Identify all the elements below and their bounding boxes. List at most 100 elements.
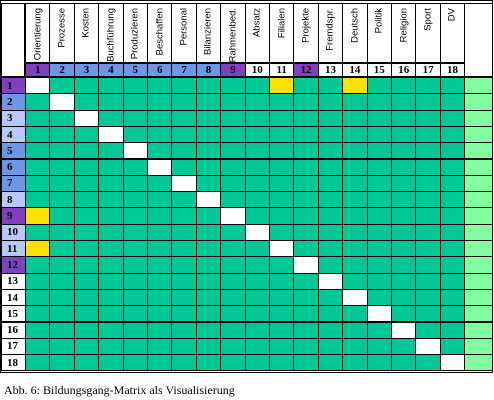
matrix-cell xyxy=(391,256,417,274)
column-header-11: Filialen xyxy=(269,3,295,63)
matrix-cell xyxy=(342,272,368,290)
matrix-cell xyxy=(317,207,344,225)
column-header-label: Personal xyxy=(178,8,190,46)
matrix-cell xyxy=(293,207,319,225)
matrix-cell xyxy=(122,109,148,127)
matrix-cell xyxy=(342,288,368,307)
matrix-cell xyxy=(147,191,173,209)
matrix-cell xyxy=(293,174,319,193)
column-header-12: Projekte xyxy=(293,3,319,63)
extra-column-cell xyxy=(464,223,493,241)
matrix-cell xyxy=(171,142,197,160)
matrix-cell xyxy=(244,337,270,356)
matrix-cell xyxy=(122,142,148,160)
matrix-cell xyxy=(195,223,222,241)
matrix-cell xyxy=(391,272,417,290)
matrix-cell xyxy=(147,125,173,144)
matrix-cell xyxy=(317,142,344,160)
matrix-cell xyxy=(415,207,441,225)
matrix-cell xyxy=(98,125,124,144)
matrix-cell xyxy=(25,158,51,176)
matrix-cell xyxy=(317,174,344,193)
matrix-cell xyxy=(342,256,368,274)
matrix-cell xyxy=(147,158,173,176)
column-number-2: 2 xyxy=(49,63,75,77)
matrix-cell xyxy=(220,191,246,209)
matrix-cell xyxy=(269,191,295,209)
matrix-cell xyxy=(220,256,246,274)
matrix-cell xyxy=(366,354,392,372)
matrix-cell xyxy=(391,337,417,356)
matrix-cell xyxy=(73,109,100,127)
matrix-cell xyxy=(171,93,197,111)
matrix-cell xyxy=(244,77,270,95)
matrix-cell xyxy=(317,223,344,241)
matrix-cell xyxy=(171,223,197,241)
matrix-cell xyxy=(415,191,441,209)
matrix-cell xyxy=(317,321,344,339)
matrix-cell xyxy=(317,305,344,323)
matrix-cell xyxy=(195,174,222,193)
matrix-cell xyxy=(439,142,466,160)
column-number-5: 5 xyxy=(122,63,148,77)
row-number-15: 15 xyxy=(1,305,26,323)
matrix-cell xyxy=(220,142,246,160)
matrix-cell xyxy=(366,223,392,241)
matrix-cell xyxy=(73,272,100,290)
matrix-cell xyxy=(49,77,75,95)
matrix-cell xyxy=(366,337,392,356)
extra-column-cell xyxy=(464,321,493,339)
matrix-cell xyxy=(171,256,197,274)
matrix-cell xyxy=(25,288,51,307)
matrix-cell xyxy=(171,207,197,225)
matrix-cell xyxy=(317,77,344,95)
matrix-cell xyxy=(293,240,319,258)
matrix-cell xyxy=(244,288,270,307)
matrix-cell xyxy=(342,354,368,372)
column-number-12: 12 xyxy=(293,63,319,77)
column-number-10: 10 xyxy=(244,63,270,77)
matrix-cell xyxy=(317,337,344,356)
matrix-cell xyxy=(73,191,100,209)
matrix-cell xyxy=(366,158,392,176)
extra-column-cell xyxy=(464,191,493,209)
matrix-cell xyxy=(391,142,417,160)
matrix-cell xyxy=(195,77,222,95)
matrix-cell xyxy=(244,354,270,372)
matrix-cell xyxy=(220,174,246,193)
matrix-cell xyxy=(73,223,100,241)
matrix-cell xyxy=(25,77,51,95)
matrix-cell xyxy=(49,354,75,372)
matrix-cell xyxy=(171,354,197,372)
matrix-cell xyxy=(171,321,197,339)
matrix-cell xyxy=(415,240,441,258)
matrix-cell xyxy=(415,256,441,274)
matrix-cell xyxy=(366,191,392,209)
extra-column-cell xyxy=(464,77,493,95)
matrix-cell xyxy=(220,109,246,127)
matrix-cell xyxy=(293,77,319,95)
matrix-cell xyxy=(49,142,75,160)
matrix-cell xyxy=(98,158,124,176)
matrix-cell xyxy=(269,240,295,258)
extra-column-cell xyxy=(464,125,493,144)
matrix-cell xyxy=(49,125,75,144)
matrix-cell xyxy=(195,207,222,225)
matrix-cell xyxy=(366,288,392,307)
extra-column-cell xyxy=(464,109,493,127)
matrix-cell xyxy=(342,109,368,127)
column-number-7: 7 xyxy=(171,63,197,77)
matrix-cell xyxy=(293,93,319,111)
matrix-cell xyxy=(220,305,246,323)
matrix-cell xyxy=(49,109,75,127)
column-header-7: Personal xyxy=(171,3,197,63)
matrix-cell xyxy=(49,305,75,323)
matrix-cell xyxy=(269,256,295,274)
row-number-5: 5 xyxy=(1,142,26,160)
extra-column-cell xyxy=(464,158,493,176)
matrix-cell xyxy=(317,125,344,144)
matrix-cell xyxy=(391,158,417,176)
column-number-1: 1 xyxy=(25,63,51,77)
matrix-cell xyxy=(391,354,417,372)
matrix-cell xyxy=(171,158,197,176)
